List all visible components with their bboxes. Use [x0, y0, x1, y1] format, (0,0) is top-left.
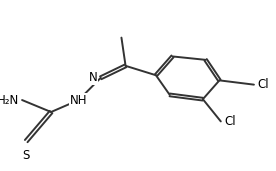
Text: H₂N: H₂N [0, 94, 19, 107]
Text: NH: NH [70, 94, 87, 107]
Text: S: S [23, 149, 30, 162]
Text: Cl: Cl [224, 115, 236, 128]
Text: Cl: Cl [257, 78, 269, 91]
Text: N: N [89, 71, 97, 84]
